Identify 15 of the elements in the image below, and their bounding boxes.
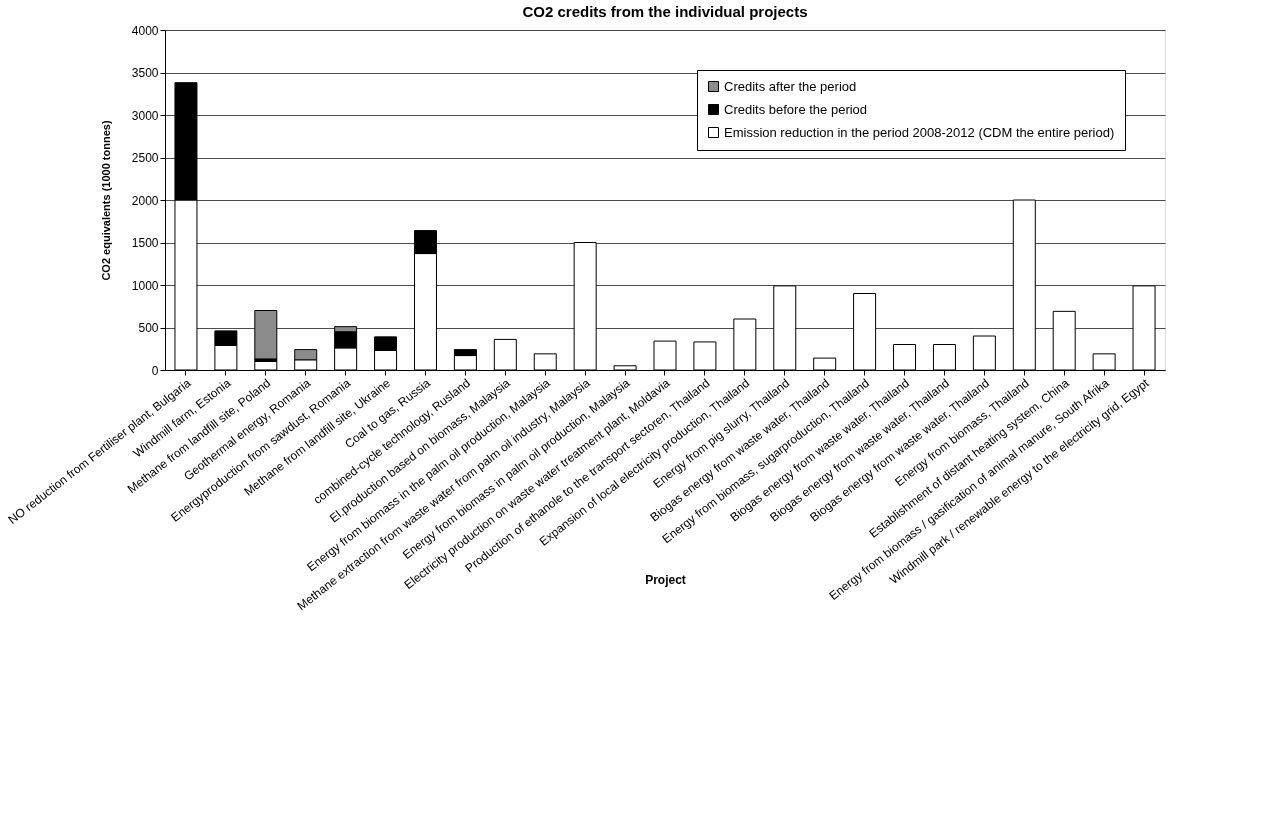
legend-label: Credits after the period (724, 78, 857, 94)
y-tick-label: 1000 (131, 278, 159, 293)
y-axis-title: CO2 equivalents (1000 tonnes) (99, 120, 112, 281)
y-tick-label: 0 (151, 363, 159, 378)
y-tick-label: 4000 (131, 23, 159, 38)
y-tick-label: 500 (138, 321, 159, 335)
y-tick-label: 1500 (131, 236, 159, 250)
legend-label: Credits before the period (724, 101, 868, 117)
x-axis-title: Project (645, 572, 686, 587)
chart-title: CO2 credits from the individual projects (522, 3, 808, 20)
y-tick-label: 2000 (131, 193, 159, 208)
legend-label: Emission reduction in the period 2008-2012 (CDM the entire period) (724, 124, 1115, 140)
y-tick-label: 3000 (131, 108, 159, 123)
y-tick-label: 2500 (131, 151, 159, 165)
y-tick-label: 3500 (131, 66, 159, 80)
